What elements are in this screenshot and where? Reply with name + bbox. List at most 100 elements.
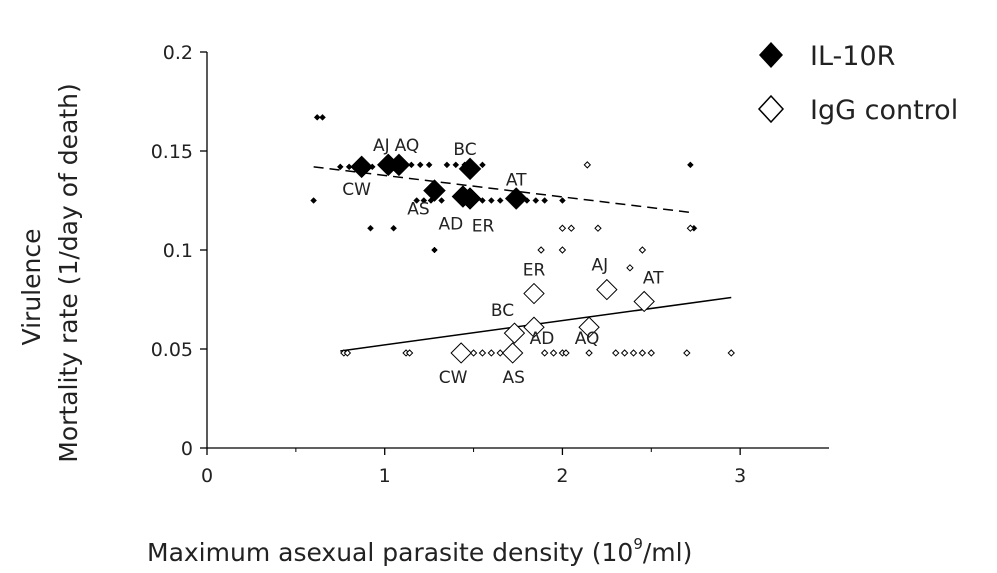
il10r-point <box>431 246 438 254</box>
igg-strain-point <box>503 322 526 344</box>
igg-point <box>686 224 695 232</box>
igg-strain-point <box>501 342 524 364</box>
x-tick-label: 1 <box>379 465 391 487</box>
igg-point <box>629 349 638 357</box>
legend: IL-10R IgG control <box>757 41 958 126</box>
igg-point <box>647 349 655 357</box>
igg-point <box>496 349 504 357</box>
il10r-strain-point <box>423 179 446 202</box>
igg-point <box>558 224 567 232</box>
il10r-point <box>416 161 424 169</box>
strain-label-bc: BC <box>491 301 514 321</box>
legend-marker-il10r <box>759 42 783 68</box>
igg-point <box>626 264 634 272</box>
il10r-point <box>408 161 415 169</box>
igg-point <box>405 349 414 357</box>
strain-label-cw: CW <box>439 368 468 388</box>
strain-label-as: AS <box>407 200 429 220</box>
strain-label-aq: AQ <box>395 136 420 156</box>
data-points <box>310 113 735 357</box>
y-axis-title-line1: Virulence <box>17 229 46 346</box>
igg-point <box>638 246 647 254</box>
y-axis-title-line2: Mortality rate (1/day of death) <box>54 83 83 462</box>
x-axis-title-tail: /ml) <box>643 538 692 567</box>
il10r-point <box>479 197 486 204</box>
x-axis-title-sup: 9 <box>633 535 643 553</box>
il10r-point <box>687 161 694 169</box>
il10r-strain-point <box>350 155 373 179</box>
igg-point <box>594 224 602 232</box>
legend-label-igg: IgG control <box>810 95 958 126</box>
il10r-point <box>345 163 353 171</box>
il10r-point <box>479 161 486 169</box>
il10r-strain-point <box>387 153 411 177</box>
igg-point <box>683 349 691 357</box>
igg-point <box>478 349 487 357</box>
il10r-point <box>313 113 321 121</box>
strain-label-ad: AD <box>439 215 464 235</box>
igg-strain-point <box>578 316 600 338</box>
strain-label-aj: AJ <box>592 256 609 276</box>
igg-point <box>727 349 735 357</box>
igg-strain-point <box>450 342 472 364</box>
il10r-point <box>413 197 421 204</box>
y-tick-label: 0 <box>181 438 193 460</box>
il10r-point <box>559 197 566 204</box>
igg-point <box>562 349 570 357</box>
strain-label-at: AT <box>643 268 664 288</box>
igg-point <box>540 349 549 357</box>
y-tick-label: 0.1 <box>163 240 193 262</box>
legend-marker-igg <box>757 94 785 124</box>
il10r-point <box>443 161 451 169</box>
strain-label-cw: CW <box>342 180 371 200</box>
igg-point <box>469 349 478 357</box>
y-tick-label: 0.2 <box>163 42 193 64</box>
strain-points <box>350 153 655 364</box>
x-tick-label: 0 <box>201 465 213 487</box>
strain-label-aj: AJ <box>373 136 390 156</box>
il10r-point <box>425 161 433 169</box>
strain-label-aq: AQ <box>575 329 600 349</box>
axes: 0 0.05 0.1 0.15 0.2 0 1 2 3 <box>151 42 829 487</box>
il10r-point <box>487 197 495 204</box>
il10r-point <box>452 161 460 169</box>
igg-point <box>567 224 576 232</box>
il10r-point <box>367 224 374 232</box>
igg-strain-point <box>523 282 545 305</box>
igg-strain-point <box>633 290 655 313</box>
il10r-strain-point <box>458 157 482 181</box>
x-tick-label: 3 <box>734 465 746 487</box>
x-axis-title: Maximum asexual parasite density (109/ml… <box>147 535 692 567</box>
strain-label-er: ER <box>472 217 495 237</box>
igg-point <box>558 246 567 254</box>
il10r-point <box>310 197 317 204</box>
igg-strain-point <box>596 278 618 301</box>
il10r-point <box>496 197 504 204</box>
il10r-point <box>336 163 344 171</box>
igg-point <box>612 349 620 357</box>
il10r-point <box>390 224 397 232</box>
igg-point <box>620 349 629 357</box>
x-axis-title-main: Maximum asexual parasite density (10 <box>147 538 633 567</box>
il10r-strain-point <box>458 187 482 210</box>
igg-point <box>537 246 545 254</box>
igg-point <box>585 349 593 357</box>
igg-point <box>343 349 352 357</box>
il10r-point <box>532 197 540 204</box>
legend-label-il10r: IL-10R <box>810 41 895 72</box>
igg-point <box>487 349 496 357</box>
il10r-point <box>420 197 428 204</box>
il10r-strain-point <box>504 187 528 210</box>
igg-strain-point <box>523 316 545 338</box>
y-tick-label: 0.15 <box>151 141 193 163</box>
x-tick-label: 2 <box>556 465 568 487</box>
igg-point <box>549 349 558 357</box>
strain-label-bc: BC <box>453 140 476 160</box>
il10r-point <box>438 197 445 204</box>
igg-point <box>583 161 592 169</box>
igg-point <box>638 349 647 357</box>
y-tick-label: 0.05 <box>151 339 193 361</box>
strain-label-er: ER <box>523 261 546 281</box>
